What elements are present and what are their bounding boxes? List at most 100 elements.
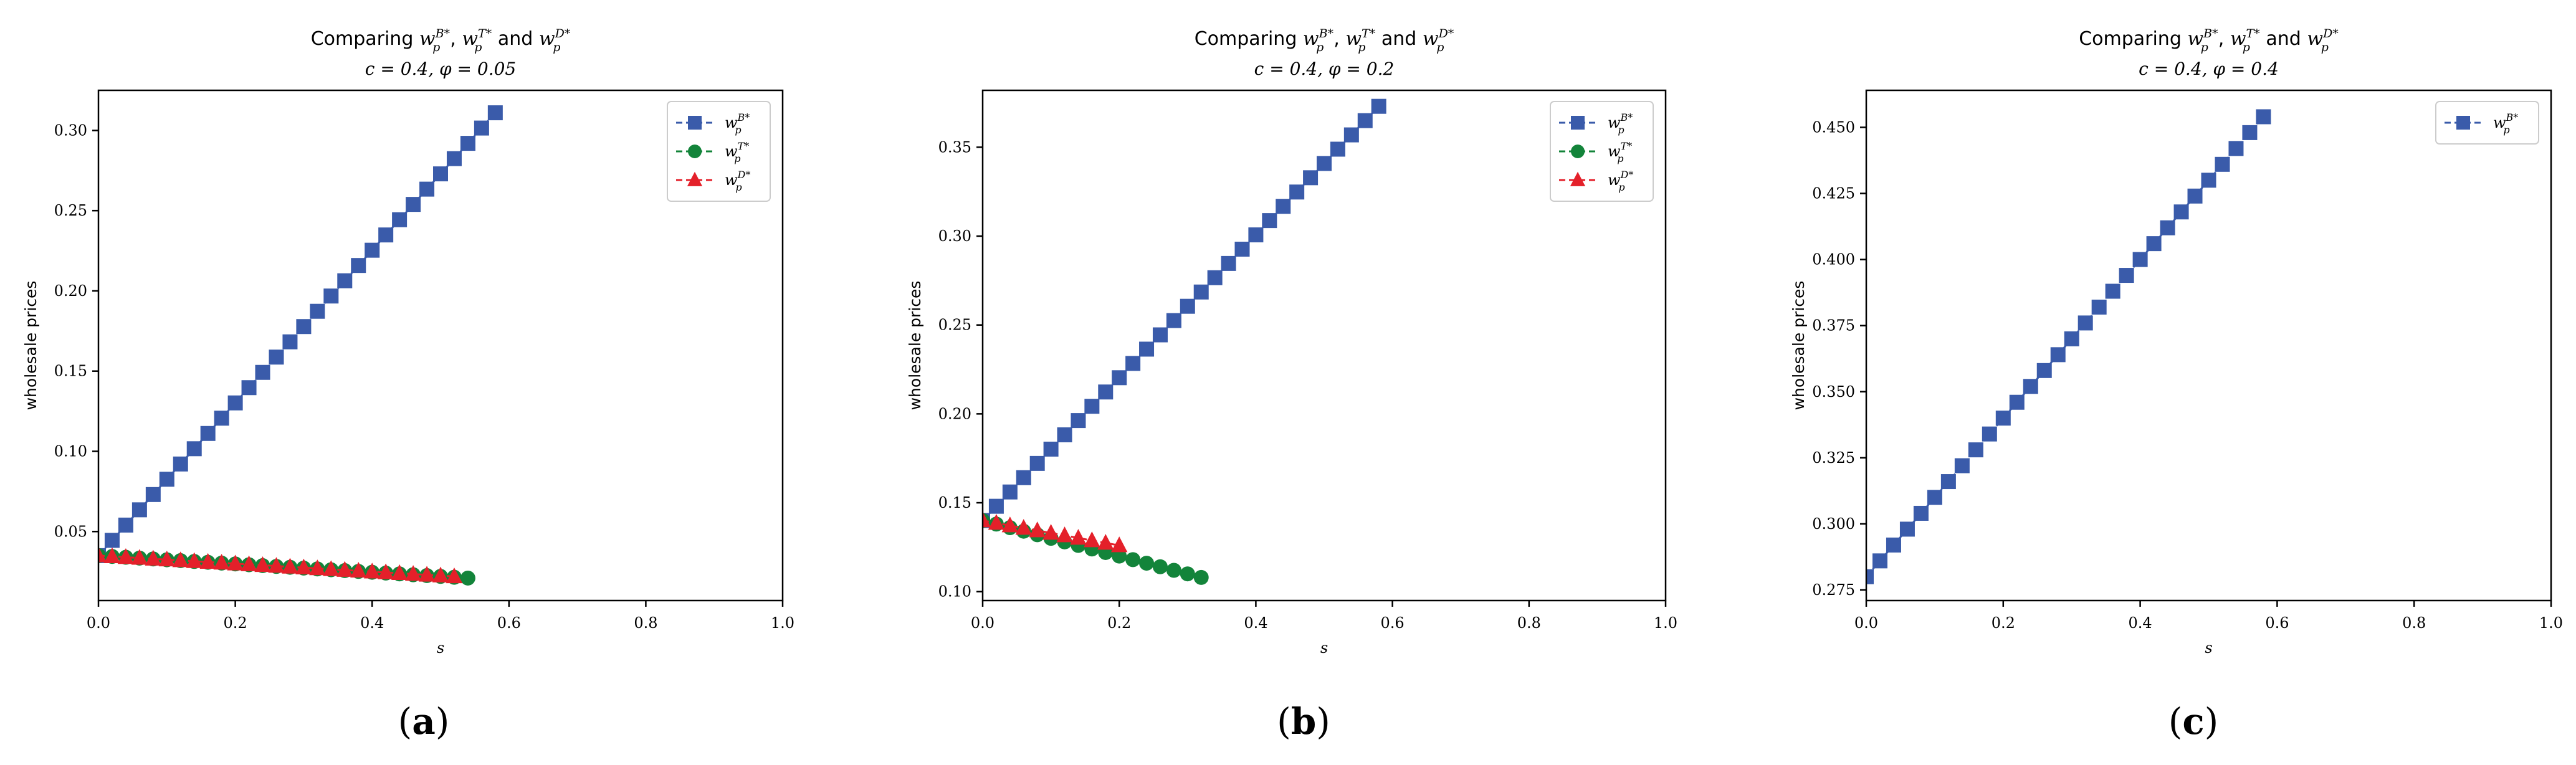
legend-label: wB* p [725,112,750,136]
data-point-square [1317,156,1332,171]
data-point-square [351,258,366,273]
data-point-square [282,334,298,349]
x-tick-label: 0.8 [1517,614,1541,632]
x-tick-label: 0.2 [224,614,247,632]
data-point-square [2091,299,2107,315]
data-point-triangle [1070,529,1087,545]
title-sup: T* [1362,27,1376,40]
title-text: Comparing [1195,28,1303,50]
title-sup: B* [2203,27,2218,40]
legend-sub: p [735,181,742,193]
x-tick-label: 0.4 [1244,614,1267,632]
data-point-square [1899,521,1915,537]
y-tick-label: 0.25 [938,316,971,334]
data-point-square [104,533,120,548]
data-point-triangle [282,558,298,574]
y-axis-label: wholesale prices [1790,281,1808,411]
legend-math: w [2493,114,2506,131]
y-tick-label: 0.10 [54,442,87,460]
title-sub: p [1358,40,1365,54]
x-tick-label: 0.0 [1854,614,1878,632]
data-point-triangle [1056,526,1073,543]
chart-panel-3: 0.0 0.2 0.4 0.6 0.8 1.0 0.275 0.300 0.325 0.350 0.… [1790,27,2563,743]
chart-subtitle: c = 0.4, φ = 0.05 [365,59,516,79]
y-axis-label: wholesale prices [22,281,40,411]
data-point-circle [1166,563,1181,578]
legend-math: w [725,171,738,189]
title-sub: p [2243,40,2250,54]
legend: wB* p [2435,101,2539,145]
x-tick-label: 0.8 [634,614,657,632]
x-tick-label: 1.0 [2539,614,2563,632]
title-text: and [1375,28,1423,50]
data-point-square [406,197,421,212]
data-point-circle [460,570,475,586]
plot-area [983,98,1386,585]
data-point-square [1043,441,1059,457]
data-point-square [214,411,229,426]
y-tick-label: 0.350 [1812,383,1855,401]
y-tick-label: 0.375 [1812,317,1855,335]
data-point-square [2105,283,2120,299]
data-point-square [1098,384,1114,400]
legend-label: wB* p [1608,112,1633,136]
data-point-square [227,395,243,411]
title-math: w [462,28,478,50]
title-sub: p [553,40,560,54]
title-sup: T* [478,27,492,40]
x-tick-label: 0.8 [2402,614,2426,632]
data-point-square [1029,455,1045,471]
panel-label: (a) [398,700,450,743]
data-point-square [145,487,161,502]
panel-label-paren: ( [1277,700,1291,743]
legend-sup: D* [1620,169,1634,181]
data-point-triangle [268,557,285,573]
title-math: w [1345,28,1362,50]
data-point-circle [1112,548,1127,564]
x-tick-label: 0.0 [87,614,110,632]
data-point-triangle [446,567,463,584]
chart-title: Comparing wB* p, wT* p and wD* p [2079,27,2339,54]
data-point-square [241,380,257,396]
data-point-square [323,288,339,304]
legend-sub: p [1617,153,1623,164]
panel-label-paren: ) [2205,700,2219,743]
title-text: and [2260,28,2307,50]
data-point-square [2132,252,2148,267]
title-math: w [2230,28,2246,50]
legend: wB* pwT* pwD* p [1550,101,1654,202]
plot-area [98,105,503,586]
y-tick-label: 0.425 [1812,184,1855,202]
data-point-triangle [117,548,135,564]
data-point-triangle [323,560,340,576]
data-point-square [1886,537,1901,553]
title-sub: p [1316,40,1324,54]
data-point-square [173,456,188,472]
data-point-square [1289,184,1305,200]
data-point-triangle [213,554,230,570]
title-math: w [419,28,436,50]
data-point-square [1193,284,1209,300]
data-point-square [2064,331,2079,346]
data-point-square [1166,313,1181,328]
y-tick-label: 0.450 [1812,118,1855,136]
y-tick-label: 0.30 [938,227,971,245]
data-point-square [2173,204,2189,220]
data-point-triangle [983,511,991,528]
data-point-triangle [404,565,422,581]
data-point-triangle [1042,524,1059,540]
chart-title: Comparing wB* p, wT* p and wD* p [311,27,571,54]
data-point-square [2023,379,2038,394]
data-point-triangle [254,556,271,573]
data-point-square [460,136,475,151]
axes-frame [1865,89,2552,602]
legend-sub: p [734,153,740,164]
data-point-square [378,227,394,243]
panel-label-paren: ( [398,700,413,743]
data-point-triangle [391,564,408,581]
data-point-square [419,181,435,197]
data-point-square [1954,458,1970,473]
legend-marker-triangle [687,171,703,186]
legend-label: wT* p [1608,140,1632,164]
data-point-square [1968,442,1983,458]
